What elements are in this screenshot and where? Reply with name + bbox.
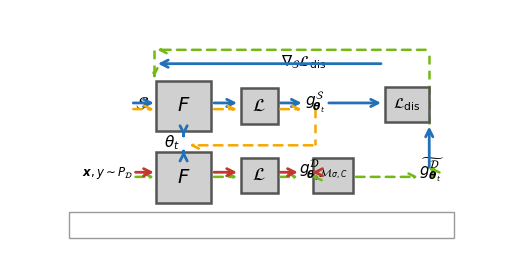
Text: $\mathcal{L}$: $\mathcal{L}$ [252,97,265,115]
Text: $\mathcal{L}_{\mathrm{dis}}$: $\mathcal{L}_{\mathrm{dis}}$ [392,96,420,113]
Text: $F$: $F$ [177,97,190,115]
Text: $\mathcal{S}$: $\mathcal{S}$ [135,96,149,113]
Text: $\mathcal{L}$: $\mathcal{L}$ [252,166,265,184]
Text: $g^{\mathcal{S}}_{\!\boldsymbol{\theta}_t}$: $g^{\mathcal{S}}_{\!\boldsymbol{\theta}_… [304,90,325,115]
Text: $(\varepsilon,\delta)$-private: $(\varepsilon,\delta)$-private [366,216,442,233]
Text: $F$: $F$ [177,169,190,187]
Text: $\boldsymbol{x}, y \sim P_{\mathcal{D}}$: $\boldsymbol{x}, y \sim P_{\mathcal{D}}$ [81,165,133,181]
FancyBboxPatch shape [156,81,211,132]
Text: outer loop: outer loop [199,218,259,232]
Text: $\mathcal{M}_{\sigma,C}$: $\mathcal{M}_{\sigma,C}$ [318,168,347,182]
Text: $\theta_t$: $\theta_t$ [163,133,179,152]
FancyBboxPatch shape [384,87,429,122]
FancyBboxPatch shape [240,88,277,124]
FancyBboxPatch shape [69,212,453,238]
Text: $\nabla_{\mathcal{S}}\mathcal{L}_{\mathrm{dis}}$: $\nabla_{\mathcal{S}}\mathcal{L}_{\mathr… [280,53,326,71]
Text: $\widetilde{g^{\mathcal{D}}_{\boldsymbol{\theta}_t}}$: $\widetilde{g^{\mathcal{D}}_{\boldsymbol… [418,157,443,184]
Text: $g^{\mathcal{D}}_{\!\boldsymbol{\theta}_t}$: $g^{\mathcal{D}}_{\!\boldsymbol{\theta}_… [298,158,319,183]
FancyBboxPatch shape [313,158,352,193]
Text: inner loop: inner loop [110,218,169,232]
FancyBboxPatch shape [240,158,277,193]
Text: sensitive: sensitive [287,218,340,232]
FancyBboxPatch shape [156,152,211,203]
